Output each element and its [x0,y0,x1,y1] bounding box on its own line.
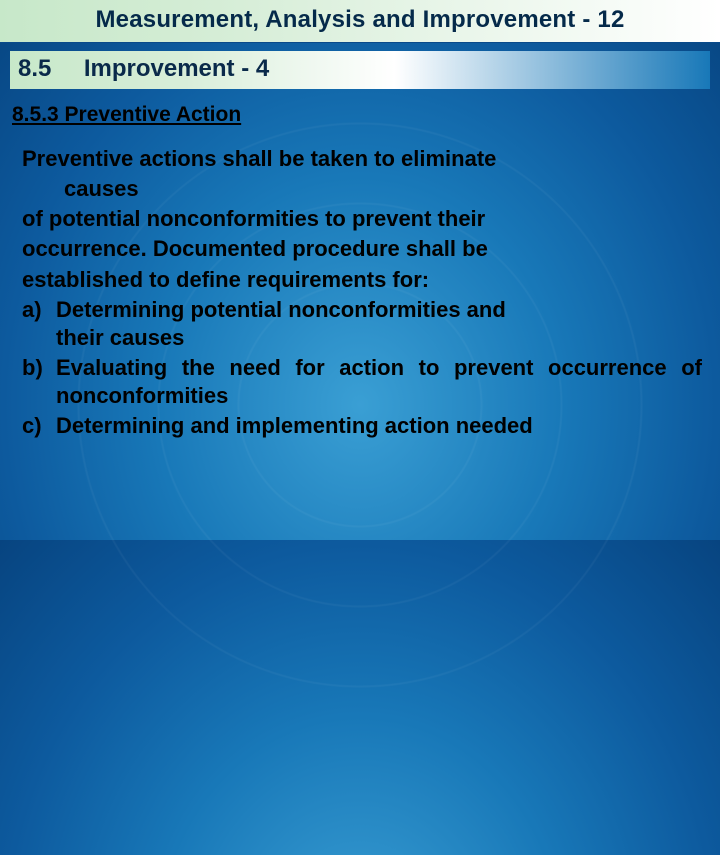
list-text-line: their causes [56,324,702,352]
lead-line: Preventive actions shall be taken to eli… [22,145,702,173]
lead-line: established to define requirements for: [22,266,702,294]
page-title: Measurement, Analysis and Improvement - … [12,6,708,34]
lead-line: occurrence. Documented procedure shall b… [22,235,702,263]
list-item: c) Determining and implementing action n… [22,412,702,440]
list-text-line: Determining potential nonconformities an… [56,296,702,324]
list-text: Evaluating the need for action to preven… [56,354,702,410]
subsection-heading: 8.5.3 Preventive Action [12,103,708,127]
section-number: 8.5 [18,55,51,83]
content-block: Preventive actions shall be taken to eli… [22,145,702,441]
title-bar: Measurement, Analysis and Improvement - … [0,0,720,43]
section-bar: 8.5 Improvement - 4 [10,51,710,89]
list-label: c) [22,412,52,440]
list-text: Determining potential nonconformities an… [56,296,702,352]
list-item: b) Evaluating the need for action to pre… [22,354,702,410]
lead-line: of potential nonconformities to prevent … [22,205,702,233]
list-text: Determining and implementing action need… [56,412,702,440]
section-title: Improvement - 4 [84,55,269,83]
lead-line: causes [64,175,702,203]
list-label: a) [22,296,52,352]
list-label: b) [22,354,52,410]
list-item: a) Determining potential nonconformities… [22,296,702,352]
